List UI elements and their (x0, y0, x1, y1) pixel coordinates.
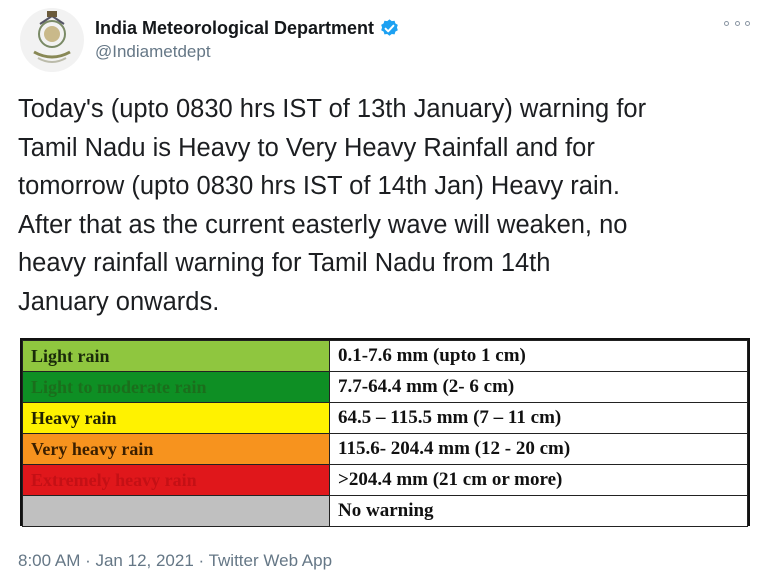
rain-category-cell: Light to moderate rain (22, 371, 330, 403)
table-row: Light rain 0.1-7.6 mm (upto 1 cm) (22, 340, 748, 372)
rain-category-cell: Light rain (22, 340, 330, 372)
tweet-text: Today's (upto 0830 hrs IST of 13th Janua… (18, 95, 647, 316)
rain-range-cell: 64.5 – 115.5 mm (7 – 11 cm) (329, 402, 748, 434)
rain-range-cell: No warning (329, 495, 748, 527)
rain-range-cell: 115.6- 204.4 mm (12 - 20 cm) (329, 433, 748, 465)
rainfall-legend-table: Light rain 0.1-7.6 mm (upto 1 cm) Light to… (20, 338, 750, 527)
table-row: No warning (22, 495, 748, 527)
more-options-icon[interactable] (724, 14, 750, 32)
rain-range-cell: 7.7-64.4 mm (2- 6 cm) (329, 371, 748, 403)
rain-range-cell: 0.1-7.6 mm (upto 1 cm) (329, 340, 748, 372)
tweet-timestamp[interactable]: 8:00 AM · Jan 12, 2021 · Twitter Web App (18, 551, 333, 570)
rain-category-cell: Extremely heavy rain (22, 464, 330, 496)
table-row: Very heavy rain 115.6- 204.4 mm (12 - 20 … (22, 433, 748, 465)
table-row: Heavy rain 64.5 – 115.5 mm (7 – 11 cm) (22, 402, 748, 434)
rain-category-cell: Heavy rain (22, 402, 330, 434)
verified-badge-icon (379, 18, 400, 39)
table-row: Extremely heavy rain >204.4 mm (21 cm or … (22, 464, 748, 496)
user-handle[interactable]: @Indiametdept (95, 42, 211, 61)
rain-range-cell: >204.4 mm (21 cm or more) (329, 464, 748, 496)
avatar[interactable] (20, 8, 84, 72)
display-name[interactable]: India Meteorological Department (95, 17, 375, 38)
table-row: Light to moderate rain 7.7-64.4 mm (2- 6 … (22, 371, 748, 403)
rain-category-cell: Very heavy rain (22, 433, 330, 465)
rain-category-cell (22, 495, 330, 527)
imd-emblem-icon (21, 9, 83, 71)
